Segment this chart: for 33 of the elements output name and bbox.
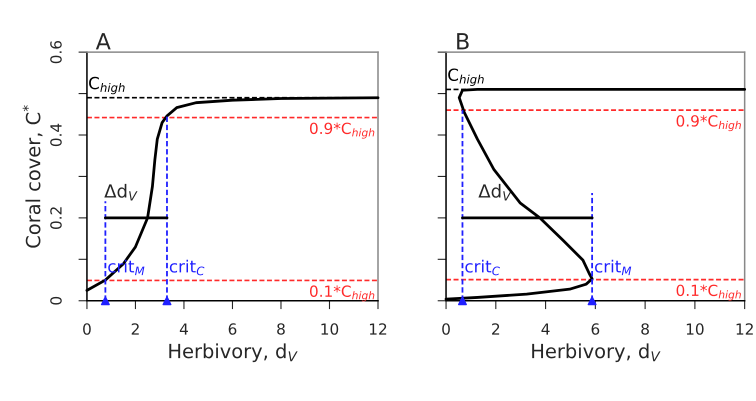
y-tick-label: 0.4	[50, 124, 62, 146]
x-axis-title: Herbivory, d$_{V}$	[169, 343, 298, 362]
chart-title: B	[457, 33, 469, 50]
annotation: crit$_{C}$	[170, 260, 204, 276]
ref-line-label: 0.9*C$_{high}$	[310, 122, 374, 139]
x-tick-label: 4	[180, 323, 188, 335]
x-tick-label: 6	[228, 323, 236, 335]
annotation: crit$_{M}$	[595, 260, 632, 276]
chart-title: A	[96, 33, 111, 50]
ref-line-label: C$_{high}$	[448, 68, 484, 86]
ref-line-label: 0.1*C$_{high}$	[676, 284, 741, 301]
x-tick-label: 8	[277, 323, 285, 335]
y-axis-title: Coral cover, C$^{*}$	[22, 105, 42, 248]
ref-line-label: 0.9*C$_{high}$	[676, 115, 741, 132]
x-tick-label: 0	[83, 323, 91, 335]
y-tick-label: 0.6	[50, 40, 62, 64]
x-tick-label: 0	[442, 323, 450, 335]
x-tick-label: 12	[370, 323, 386, 335]
annotation: Δd$_{V}$	[104, 184, 138, 201]
x-tick-label: 12	[736, 323, 753, 335]
y-tick-label: 0	[50, 296, 62, 305]
x-tick-label: 2	[132, 323, 139, 335]
y-tick-label: 0.2	[50, 207, 62, 230]
x-tick-label: 6	[592, 323, 600, 335]
ref-line-label: C$_{high}$	[89, 76, 125, 94]
x-tick-label: 10	[321, 323, 338, 335]
x-tick-label: 8	[641, 323, 649, 335]
annotation: crit$_{C}$	[465, 260, 500, 276]
x-tick-label: 10	[686, 323, 704, 335]
ref-line-label: 0.1*C$_{high}$	[310, 285, 374, 302]
x-tick-label: 2	[492, 323, 500, 335]
x-axis-title: Herbivory, d$_{V}$	[532, 343, 661, 362]
x-tick-label: 4	[541, 323, 550, 335]
